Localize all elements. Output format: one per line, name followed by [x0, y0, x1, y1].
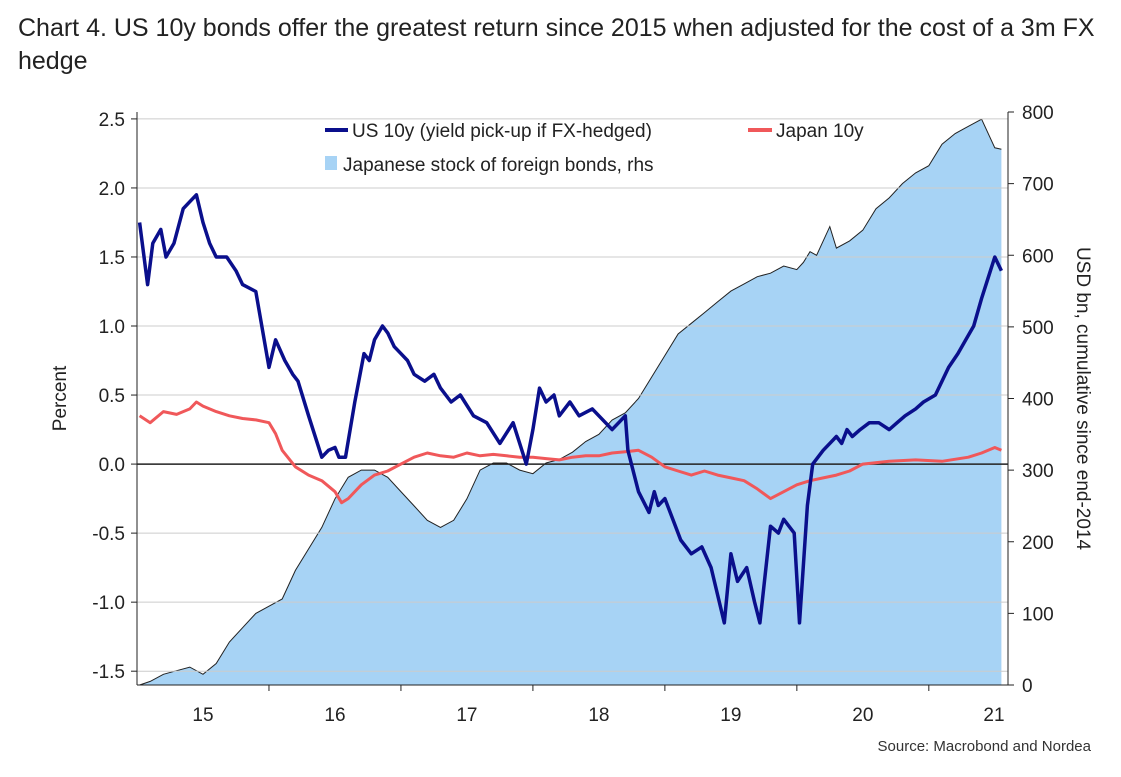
y2-tick-label: 800 [1022, 103, 1054, 124]
x-tick-label: 20 [852, 705, 873, 726]
y2-tick-label: 300 [1022, 461, 1054, 482]
y-tick-label: -1.0 [92, 593, 125, 614]
series-area-stock-edge [139, 118, 1002, 686]
area-layer [139, 118, 1002, 686]
legend-label-us: US 10y (yield pick-up if FX-hedged) [352, 121, 652, 142]
source-note: Source: Macrobond and Nordea [877, 738, 1091, 755]
x-tick-label: 19 [720, 705, 741, 726]
x-tick-label: 21 [983, 705, 1004, 726]
y-tick-label: 0.5 [99, 386, 125, 407]
y2-axis-title: USD bn, cumulative since end-2014 [1072, 247, 1093, 551]
series-lines [137, 193, 1003, 625]
chart-title: Chart 4. US 10y bonds offer the greatest… [18, 14, 1095, 75]
y-axis-title: Percent [50, 365, 71, 431]
y2-tick-label: 400 [1022, 390, 1054, 411]
series-line-us [137, 193, 1003, 625]
x-tick-label: 18 [588, 705, 609, 726]
legend-label-stock: Japanese stock of foreign bonds, rhs [343, 155, 654, 176]
y-tick-label: 1.5 [99, 248, 125, 269]
y-tick-label: -0.5 [92, 524, 125, 545]
y2-tick-label: 500 [1022, 318, 1054, 339]
y2-tick-label: 200 [1022, 533, 1054, 554]
legend-label-japan: Japan 10y [776, 121, 864, 142]
y-tick-label: 2.5 [99, 110, 125, 131]
legend: US 10y (yield pick-up if FX-hedged) Japan… [325, 121, 864, 176]
y2-tick-label: 0 [1022, 676, 1033, 697]
y2-tick-label: 600 [1022, 246, 1054, 267]
legend-swatch-stock [325, 156, 337, 170]
x-tick-label: 16 [324, 705, 345, 726]
x-tick-label: 17 [456, 705, 477, 726]
axes-layer: 2.5 2.0 1.5 1.0 0.5 0.0 -0.5 -1.0 -1.5 800 700 600 5… [50, 103, 1093, 726]
y2-tick-label: 100 [1022, 604, 1054, 625]
y-tick-label: 2.0 [99, 179, 125, 200]
y2-tick-label: 700 [1022, 175, 1054, 196]
y-tick-label: 0.0 [99, 455, 125, 476]
series-area-stock [139, 119, 1002, 685]
y-tick-label: 1.0 [99, 317, 125, 338]
x-tick-label: 15 [192, 705, 213, 726]
y-tick-label: -1.5 [92, 662, 125, 683]
